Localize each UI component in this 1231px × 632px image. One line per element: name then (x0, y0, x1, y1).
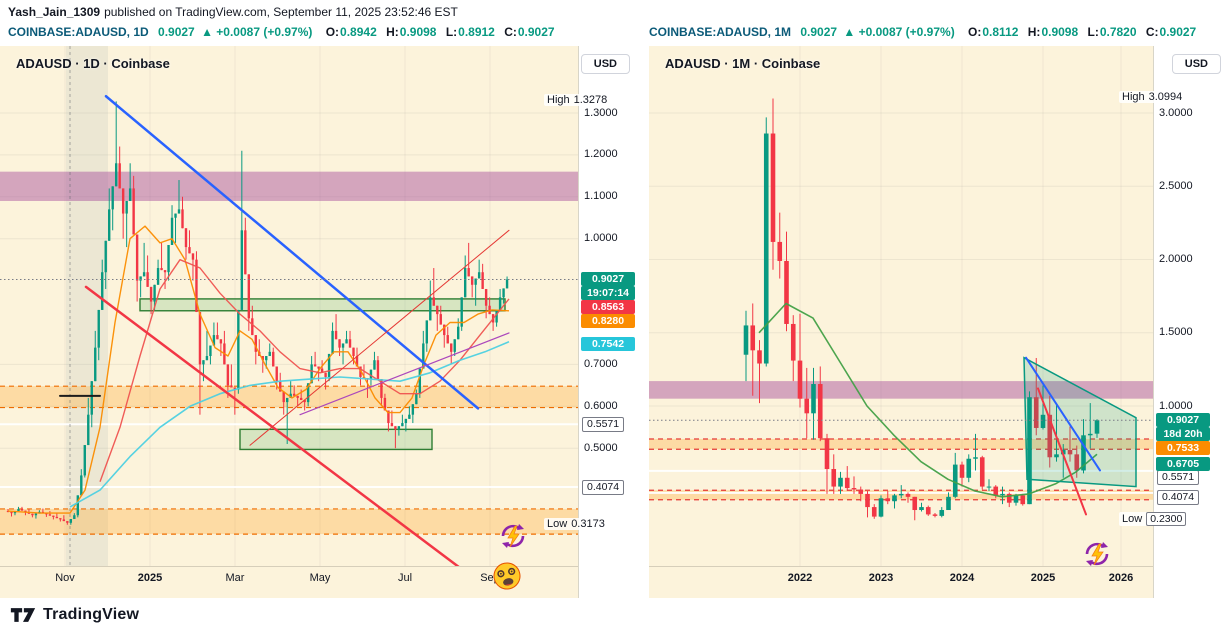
chart-title: ADAUSD · 1D · Coinbase (16, 56, 170, 71)
publish-bar: Yash_Jain_1309 published on TradingView.c… (0, 0, 1231, 46)
chart-title: ADAUSD · 1M · Coinbase (665, 56, 821, 71)
low-label: L: (445, 25, 458, 39)
publish-info: Yash_Jain_1309 published on TradingView.c… (8, 5, 458, 19)
low-value: 0.8912 (458, 25, 495, 39)
close-value: 0.9027 (1159, 25, 1197, 39)
close-label: C: (504, 25, 517, 39)
chart-panel-monthly[interactable]: 3.0000 2.5000 2.0000 1.5000 1.0000 0.5571 0.40… (649, 46, 1231, 598)
open-label: O: (968, 25, 982, 39)
chart-canvas[interactable] (0, 46, 640, 598)
tradingview-wordmark[interactable]: TradingView (43, 606, 140, 623)
high-value: 0.9098 (1041, 25, 1079, 39)
time-axis-divider (0, 566, 578, 567)
close-label: C: (1145, 25, 1159, 39)
zap-sticker[interactable] (497, 520, 529, 552)
symbol-header-daily: COINBASE:ADAUSD, 1D 0.9027 ▲ +0.0087 (+0… (8, 25, 555, 39)
symbol-name: COINBASE:ADAUSD, 1M (649, 25, 792, 39)
low-label: L: (1087, 25, 1099, 39)
chart-panel-daily[interactable]: 1.3000 1.2000 1.1000 1.0000 0.7000 0.6000 0.50… (0, 46, 640, 598)
high-label: H: (1027, 25, 1041, 39)
symbol-name: COINBASE:ADAUSD, 1D (8, 25, 149, 39)
price-change: ▲ +0.0087 (+0.97%) (201, 25, 313, 39)
close-value: 0.9027 (517, 25, 555, 39)
last-price: 0.9027 (158, 25, 195, 39)
zap-sticker[interactable] (1081, 538, 1113, 570)
dizzy-emoji-sticker[interactable] (491, 560, 523, 592)
tradingview-logo-icon[interactable] (10, 607, 36, 623)
currency-button[interactable]: USD (1171, 54, 1221, 74)
open-label: O: (325, 25, 340, 39)
price-change: ▲ +0.0087 (+0.97%) (843, 25, 955, 39)
symbol-header-monthly: COINBASE:ADAUSD, 1M 0.9027 ▲ +0.0087 (+0… (649, 25, 1196, 39)
high-value: 0.9098 (399, 25, 437, 39)
currency-button[interactable]: USD (580, 54, 630, 74)
open-value: 0.8942 (340, 25, 377, 39)
open-value: 0.8112 (982, 25, 1019, 39)
publish-text: published on TradingView.com, September … (104, 5, 458, 19)
low-value: 0.7820 (1099, 25, 1137, 39)
time-axis-divider (649, 566, 1153, 567)
price-axis-background (1153, 46, 1231, 598)
tradingview-footer: TradingView (0, 598, 1231, 632)
high-label: H: (386, 25, 399, 39)
last-price: 0.9027 (800, 25, 838, 39)
author-name: Yash_Jain_1309 (8, 5, 101, 19)
chart-canvas[interactable] (649, 46, 1231, 598)
